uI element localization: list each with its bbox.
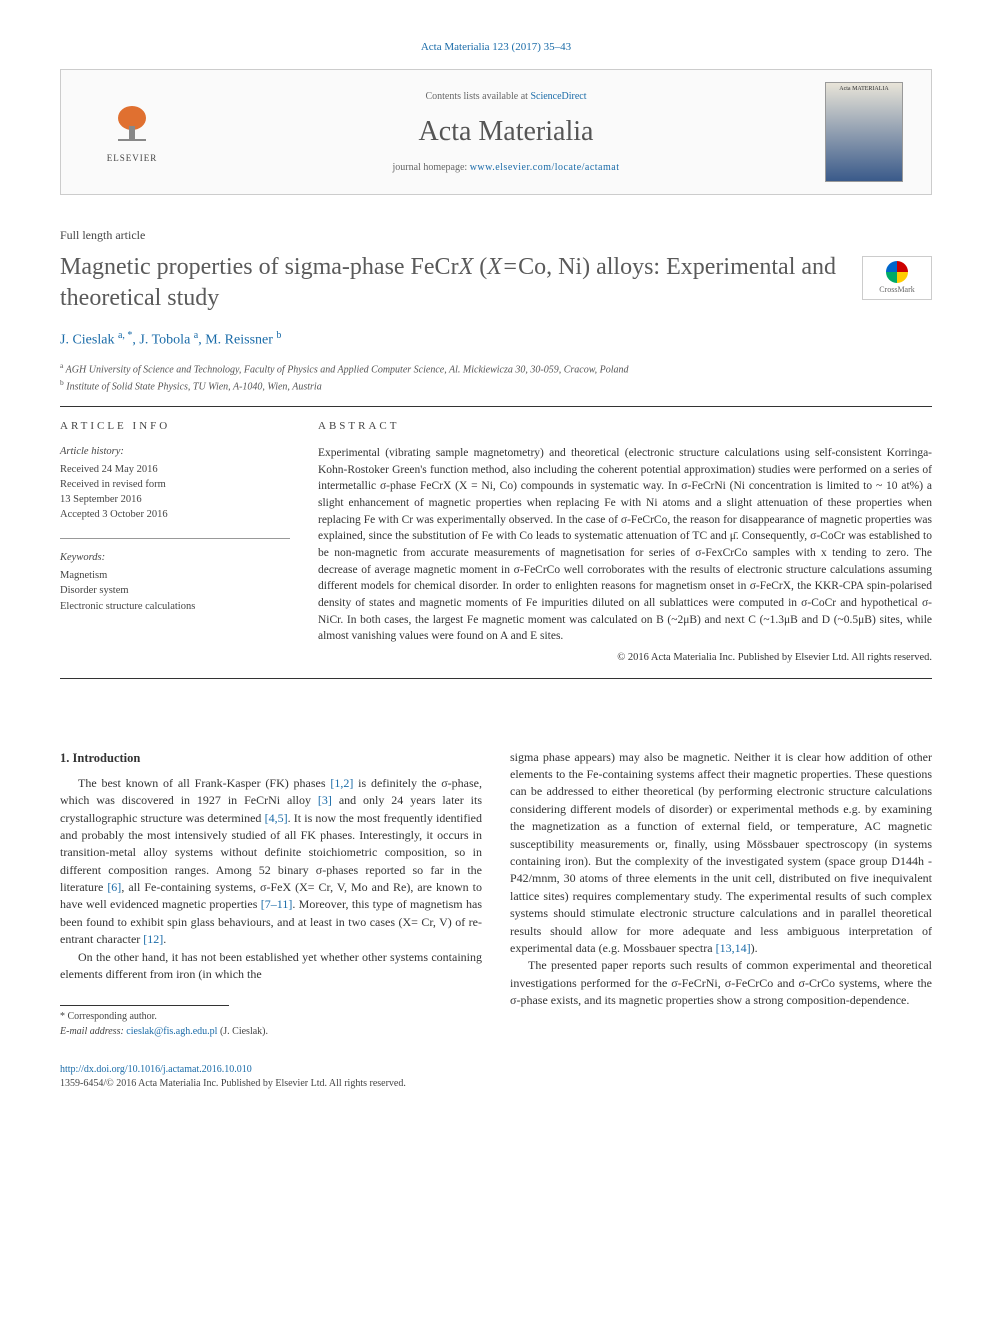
corresponding-author: * Corresponding author.: [60, 1010, 482, 1025]
keywords-heading: Keywords:: [60, 551, 290, 566]
email-suffix: (J. Cieslak).: [217, 1026, 268, 1037]
author-1[interactable]: J. Cieslak: [60, 332, 114, 347]
footnote-block: * Corresponding author. E-mail address: …: [60, 1005, 482, 1039]
keyword-1: Magnetism: [60, 568, 290, 583]
p1-a: The best known of all Frank-Kasper (FK) …: [78, 776, 330, 790]
journal-banner: ELSEVIER Contents lists available at Sci…: [60, 69, 932, 195]
col2-paragraph-1: sigma phase appears) may also be magneti…: [510, 749, 932, 958]
contents-prefix: Contents lists available at: [425, 91, 530, 102]
abstract-label: ABSTRACT: [318, 419, 932, 434]
page-footer: http://dx.doi.org/10.1016/j.actamat.2016…: [60, 1063, 932, 1091]
journal-cover-thumb: Acta MATERIALIA: [825, 82, 903, 182]
history-heading: Article history:: [60, 445, 290, 460]
journal-title: Acta Materialia: [187, 112, 825, 151]
ref-12[interactable]: [12]: [143, 932, 163, 946]
aff-b-text: Institute of Solid State Physics, TU Wie…: [66, 381, 321, 392]
title-paren: (: [473, 254, 487, 280]
history-line-2: Received in revised form: [60, 477, 290, 492]
affiliations: a AGH University of Science and Technolo…: [60, 360, 932, 395]
keyword-3: Electronic structure calculations: [60, 599, 290, 614]
history-line-1: Received 24 May 2016: [60, 462, 290, 477]
abstract-column: ABSTRACT Experimental (vibrating sample …: [318, 419, 932, 665]
ref-4-5[interactable]: [4,5]: [265, 811, 288, 825]
elsevier-label: ELSEVIER: [107, 152, 158, 165]
homepage-line: journal homepage: www.elsevier.com/locat…: [187, 161, 825, 175]
history-line-4: Accepted 3 October 2016: [60, 507, 290, 522]
crossmark-icon: [886, 261, 908, 283]
c2p1-a: sigma phase appears) may also be magneti…: [510, 750, 932, 955]
rule-bottom: [60, 678, 932, 679]
footnote-rule: [60, 1005, 229, 1006]
ref-1-2[interactable]: [1,2]: [330, 776, 353, 790]
homepage-prefix: journal homepage:: [393, 162, 470, 173]
col2-paragraph-2: The presented paper reports such results…: [510, 957, 932, 1009]
title-eq: X=: [487, 254, 518, 280]
p1-g: .: [163, 932, 166, 946]
citation-line: Acta Materialia 123 (2017) 35–43: [60, 40, 932, 55]
paper-title: Magnetic properties of sigma-phase FeCrX…: [60, 252, 932, 314]
banner-center: Contents lists available at ScienceDirec…: [187, 90, 825, 175]
intro-paragraph-2: On the other hand, it has not been estab…: [60, 949, 482, 984]
ref-13-14[interactable]: [13,14]: [716, 941, 751, 955]
abstract-body: Experimental (vibrating sample magnetome…: [318, 445, 932, 645]
article-info-label: ARTICLE INFO: [60, 419, 290, 434]
aff-b-sup: b: [60, 378, 64, 387]
crossmark-badge[interactable]: CrossMark: [862, 256, 932, 300]
body-columns: 1. Introduction The best known of all Fr…: [60, 749, 932, 1040]
crossmark-label: CrossMark: [879, 285, 915, 295]
author-2-aff: a: [194, 330, 198, 341]
email-label: E-mail address:: [60, 1026, 126, 1037]
author-1-aff: a, *: [118, 330, 132, 341]
rule-top: [60, 406, 932, 407]
history-block: Article history: Received 24 May 2016 Re…: [60, 445, 290, 523]
authors-line: J. Cieslak a, *, J. Tobola a, M. Reissne…: [60, 329, 932, 350]
email-line: E-mail address: cieslak@fis.agh.edu.pl (…: [60, 1025, 482, 1040]
aff-a-sup: a: [60, 361, 63, 370]
article-type: Full length article: [60, 227, 932, 244]
keyword-2: Disorder system: [60, 583, 290, 598]
affiliation-b: b Institute of Solid State Physics, TU W…: [60, 377, 932, 394]
author-3[interactable]: M. Reissner: [205, 332, 273, 347]
c2p1-b: ).: [751, 941, 758, 955]
title-var-1: X: [459, 254, 474, 280]
article-info-column: ARTICLE INFO Article history: Received 2…: [60, 419, 290, 665]
ref-6[interactable]: [6]: [107, 880, 121, 894]
author-3-aff: b: [276, 330, 281, 341]
keywords-block: Keywords: Magnetism Disorder system Elec…: [60, 551, 290, 613]
homepage-link[interactable]: www.elsevier.com/locate/actamat: [470, 162, 620, 173]
elsevier-tree-icon: [108, 100, 156, 148]
sciencedirect-link[interactable]: ScienceDirect: [530, 91, 586, 102]
ref-3[interactable]: [3]: [318, 793, 332, 807]
author-2[interactable]: J. Tobola: [139, 332, 190, 347]
contents-available-line: Contents lists available at ScienceDirec…: [187, 90, 825, 104]
issn-copyright: 1359-6454/© 2016 Acta Materialia Inc. Pu…: [60, 1077, 932, 1091]
ref-7-11[interactable]: [7–11]: [261, 897, 293, 911]
elsevier-logo: ELSEVIER: [77, 100, 187, 165]
doi-link[interactable]: http://dx.doi.org/10.1016/j.actamat.2016…: [60, 1064, 252, 1075]
intro-heading: 1. Introduction: [60, 749, 482, 767]
info-divider: [60, 538, 290, 539]
email-link[interactable]: cieslak@fis.agh.edu.pl: [126, 1026, 217, 1037]
affiliation-a: a AGH University of Science and Technolo…: [60, 360, 932, 377]
intro-paragraph-1: The best known of all Frank-Kasper (FK) …: [60, 775, 482, 949]
title-part-1: Magnetic properties of sigma-phase FeCr: [60, 254, 459, 280]
history-line-3: 13 September 2016: [60, 492, 290, 507]
abstract-copyright: © 2016 Acta Materialia Inc. Published by…: [318, 651, 932, 666]
aff-a-text: AGH University of Science and Technology…: [66, 364, 629, 375]
info-abstract-grid: ARTICLE INFO Article history: Received 2…: [60, 419, 932, 665]
